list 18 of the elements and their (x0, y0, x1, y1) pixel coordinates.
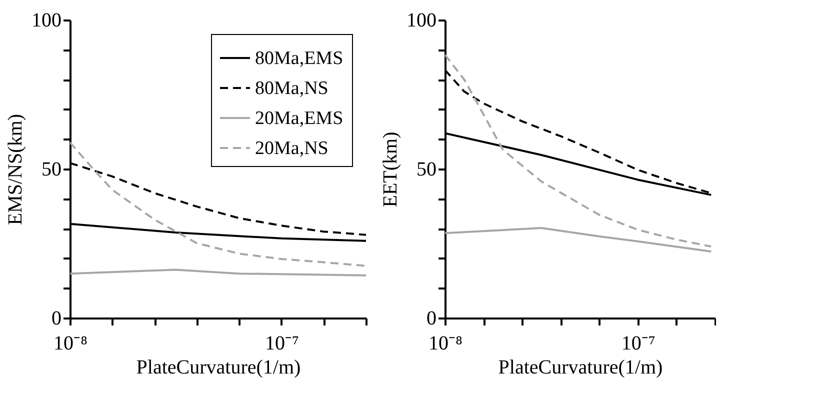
legend-label: 80Ma,EMS (255, 48, 344, 69)
y-tick-label: 50 (42, 158, 62, 180)
x-tick-label: 10⁻⁷ (621, 332, 656, 354)
x-tick-label: 10⁻⁸ (54, 332, 88, 354)
y-tick-label: 0 (52, 308, 62, 330)
legend-label: 80Ma,NS (255, 78, 328, 99)
x-tick-label: 10⁻⁷ (264, 332, 299, 354)
y-tick-label: 50 (416, 158, 436, 180)
y-tick-label: 100 (406, 10, 436, 32)
legend-label: 20Ma,EMS (255, 108, 344, 129)
legend-label: 20Ma,NS (255, 138, 328, 159)
y-tick-label: 0 (426, 308, 436, 330)
y-axis-title: EET(km) (380, 132, 402, 208)
y-axis-title: EMS/NS(km) (4, 114, 26, 226)
x-tick-label: 10⁻⁸ (428, 332, 463, 354)
y-tick-label: 100 (32, 10, 62, 32)
x-axis-title: PlateCurvature(1/m) (498, 356, 663, 378)
x-axis-title: PlateCurvature(1/m) (136, 356, 301, 378)
